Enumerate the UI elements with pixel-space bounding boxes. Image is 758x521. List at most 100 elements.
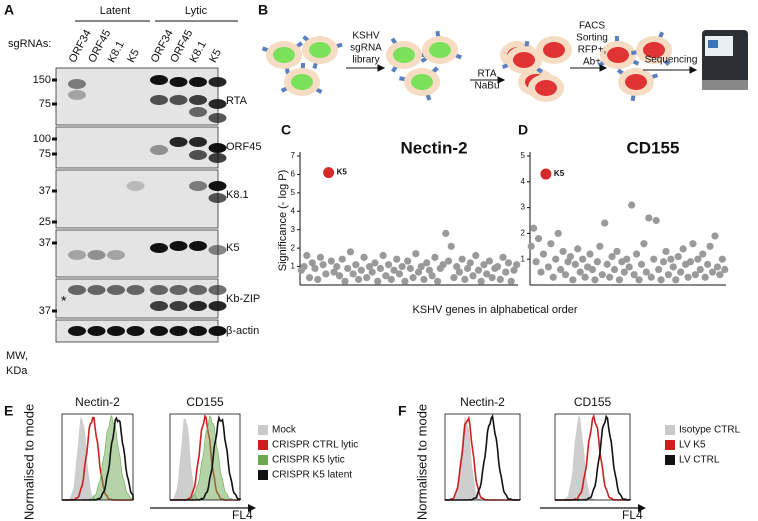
point — [588, 265, 597, 274]
plot-frame — [444, 413, 521, 501]
point — [474, 266, 483, 274]
panel-letter: B — [258, 2, 268, 18]
histogram-curve — [444, 415, 520, 501]
band — [189, 326, 207, 336]
point — [586, 250, 594, 258]
histogram-title: CD155 — [186, 395, 224, 409]
blot-label: Kb-ZIP — [226, 293, 260, 305]
point — [596, 242, 604, 250]
step-text: FACS — [579, 21, 605, 32]
y-tick-label: 3 — [521, 203, 526, 212]
point — [559, 247, 567, 256]
point — [579, 255, 587, 263]
band — [169, 326, 188, 336]
mw-tick — [52, 241, 57, 245]
band — [68, 285, 86, 295]
point — [352, 261, 360, 269]
point — [447, 242, 455, 250]
point — [393, 255, 401, 263]
point — [504, 259, 513, 267]
band — [126, 285, 145, 295]
point — [327, 257, 335, 265]
blot-label: β-actin — [226, 325, 259, 337]
point — [530, 224, 538, 232]
point — [488, 274, 496, 282]
band — [107, 326, 125, 336]
band — [189, 77, 207, 87]
mw-marker: 37 — [39, 305, 51, 317]
asterisk: * — [61, 293, 67, 309]
point — [444, 257, 453, 265]
point — [664, 271, 673, 279]
band — [126, 181, 145, 191]
point — [677, 268, 685, 276]
step-text: sgRNA — [350, 43, 382, 54]
point — [608, 253, 616, 261]
mw-tick — [52, 189, 57, 193]
lane-label: K5 — [125, 47, 142, 65]
plot-frame — [554, 413, 631, 501]
band — [126, 326, 145, 336]
point — [477, 277, 485, 285]
band — [87, 250, 106, 260]
point — [574, 245, 582, 253]
point — [721, 265, 729, 274]
point — [549, 273, 557, 281]
band — [150, 95, 168, 105]
point — [637, 260, 646, 268]
point — [346, 248, 355, 256]
point — [650, 255, 658, 263]
point — [679, 245, 687, 253]
band — [208, 143, 227, 153]
step-text: library — [352, 55, 379, 66]
point — [466, 259, 474, 267]
x-axis-label: KSHV genes in alphabetical order — [412, 304, 577, 316]
band — [189, 95, 207, 105]
panel-letter: A — [4, 2, 14, 18]
mw-marker: 37 — [39, 237, 51, 249]
point — [480, 261, 488, 269]
point — [363, 274, 371, 282]
mw-marker: 150 — [33, 74, 51, 86]
point — [628, 201, 636, 209]
mw-unit: KDa — [6, 365, 28, 377]
point — [485, 257, 493, 265]
point — [706, 242, 714, 250]
point — [547, 240, 555, 248]
point — [401, 277, 409, 285]
nucleus — [273, 47, 295, 63]
band — [68, 90, 86, 100]
legend-swatch — [665, 455, 675, 465]
point — [319, 261, 327, 269]
blot — [55, 67, 219, 126]
point — [566, 253, 575, 261]
point — [409, 274, 417, 282]
step-text: Ab+ — [583, 57, 601, 68]
y-tick-label: 4 — [291, 206, 296, 215]
point — [593, 258, 601, 266]
nucleus — [535, 80, 557, 96]
band — [208, 113, 227, 123]
band — [150, 145, 168, 155]
point — [601, 219, 609, 227]
y-tick-label: 5 — [291, 188, 296, 197]
band — [68, 326, 86, 336]
point — [645, 214, 653, 222]
point — [300, 262, 308, 271]
point — [453, 262, 461, 271]
point — [314, 275, 322, 284]
blot — [55, 278, 219, 319]
point — [434, 277, 442, 285]
histogram-curve — [62, 415, 134, 501]
x-axis-label: FL4 — [622, 508, 643, 521]
blots — [52, 67, 227, 343]
point — [659, 258, 668, 266]
band — [169, 137, 188, 147]
blot-label: RTA — [226, 95, 248, 107]
band — [208, 245, 227, 255]
nucleus — [291, 74, 313, 90]
point — [554, 229, 562, 237]
step-text: KSHV — [352, 31, 380, 42]
band — [87, 285, 106, 295]
point — [412, 250, 420, 258]
